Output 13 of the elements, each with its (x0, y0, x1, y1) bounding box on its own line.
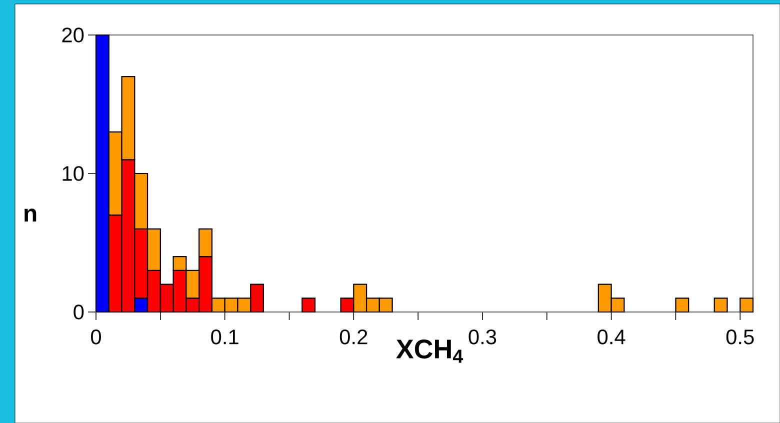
x-tick-label: 0.2 (340, 330, 368, 344)
x-tick-label: 0 (90, 330, 101, 344)
x-tick-label: 0.5 (726, 330, 754, 344)
x-tick-label: 0.1 (211, 330, 238, 344)
y-tick-label: 10 (62, 166, 84, 181)
x-axis-title: XCH$_{4}$ (396, 340, 464, 363)
x-tick-label: 0.4 (598, 330, 626, 344)
x-tick-label: 0.3 (468, 330, 496, 344)
y-tick-label: 0 (74, 304, 84, 320)
bar (302, 298, 316, 313)
y-axis-title: n (24, 208, 36, 222)
y-tick-label: 20 (62, 28, 84, 42)
bar (714, 298, 728, 313)
